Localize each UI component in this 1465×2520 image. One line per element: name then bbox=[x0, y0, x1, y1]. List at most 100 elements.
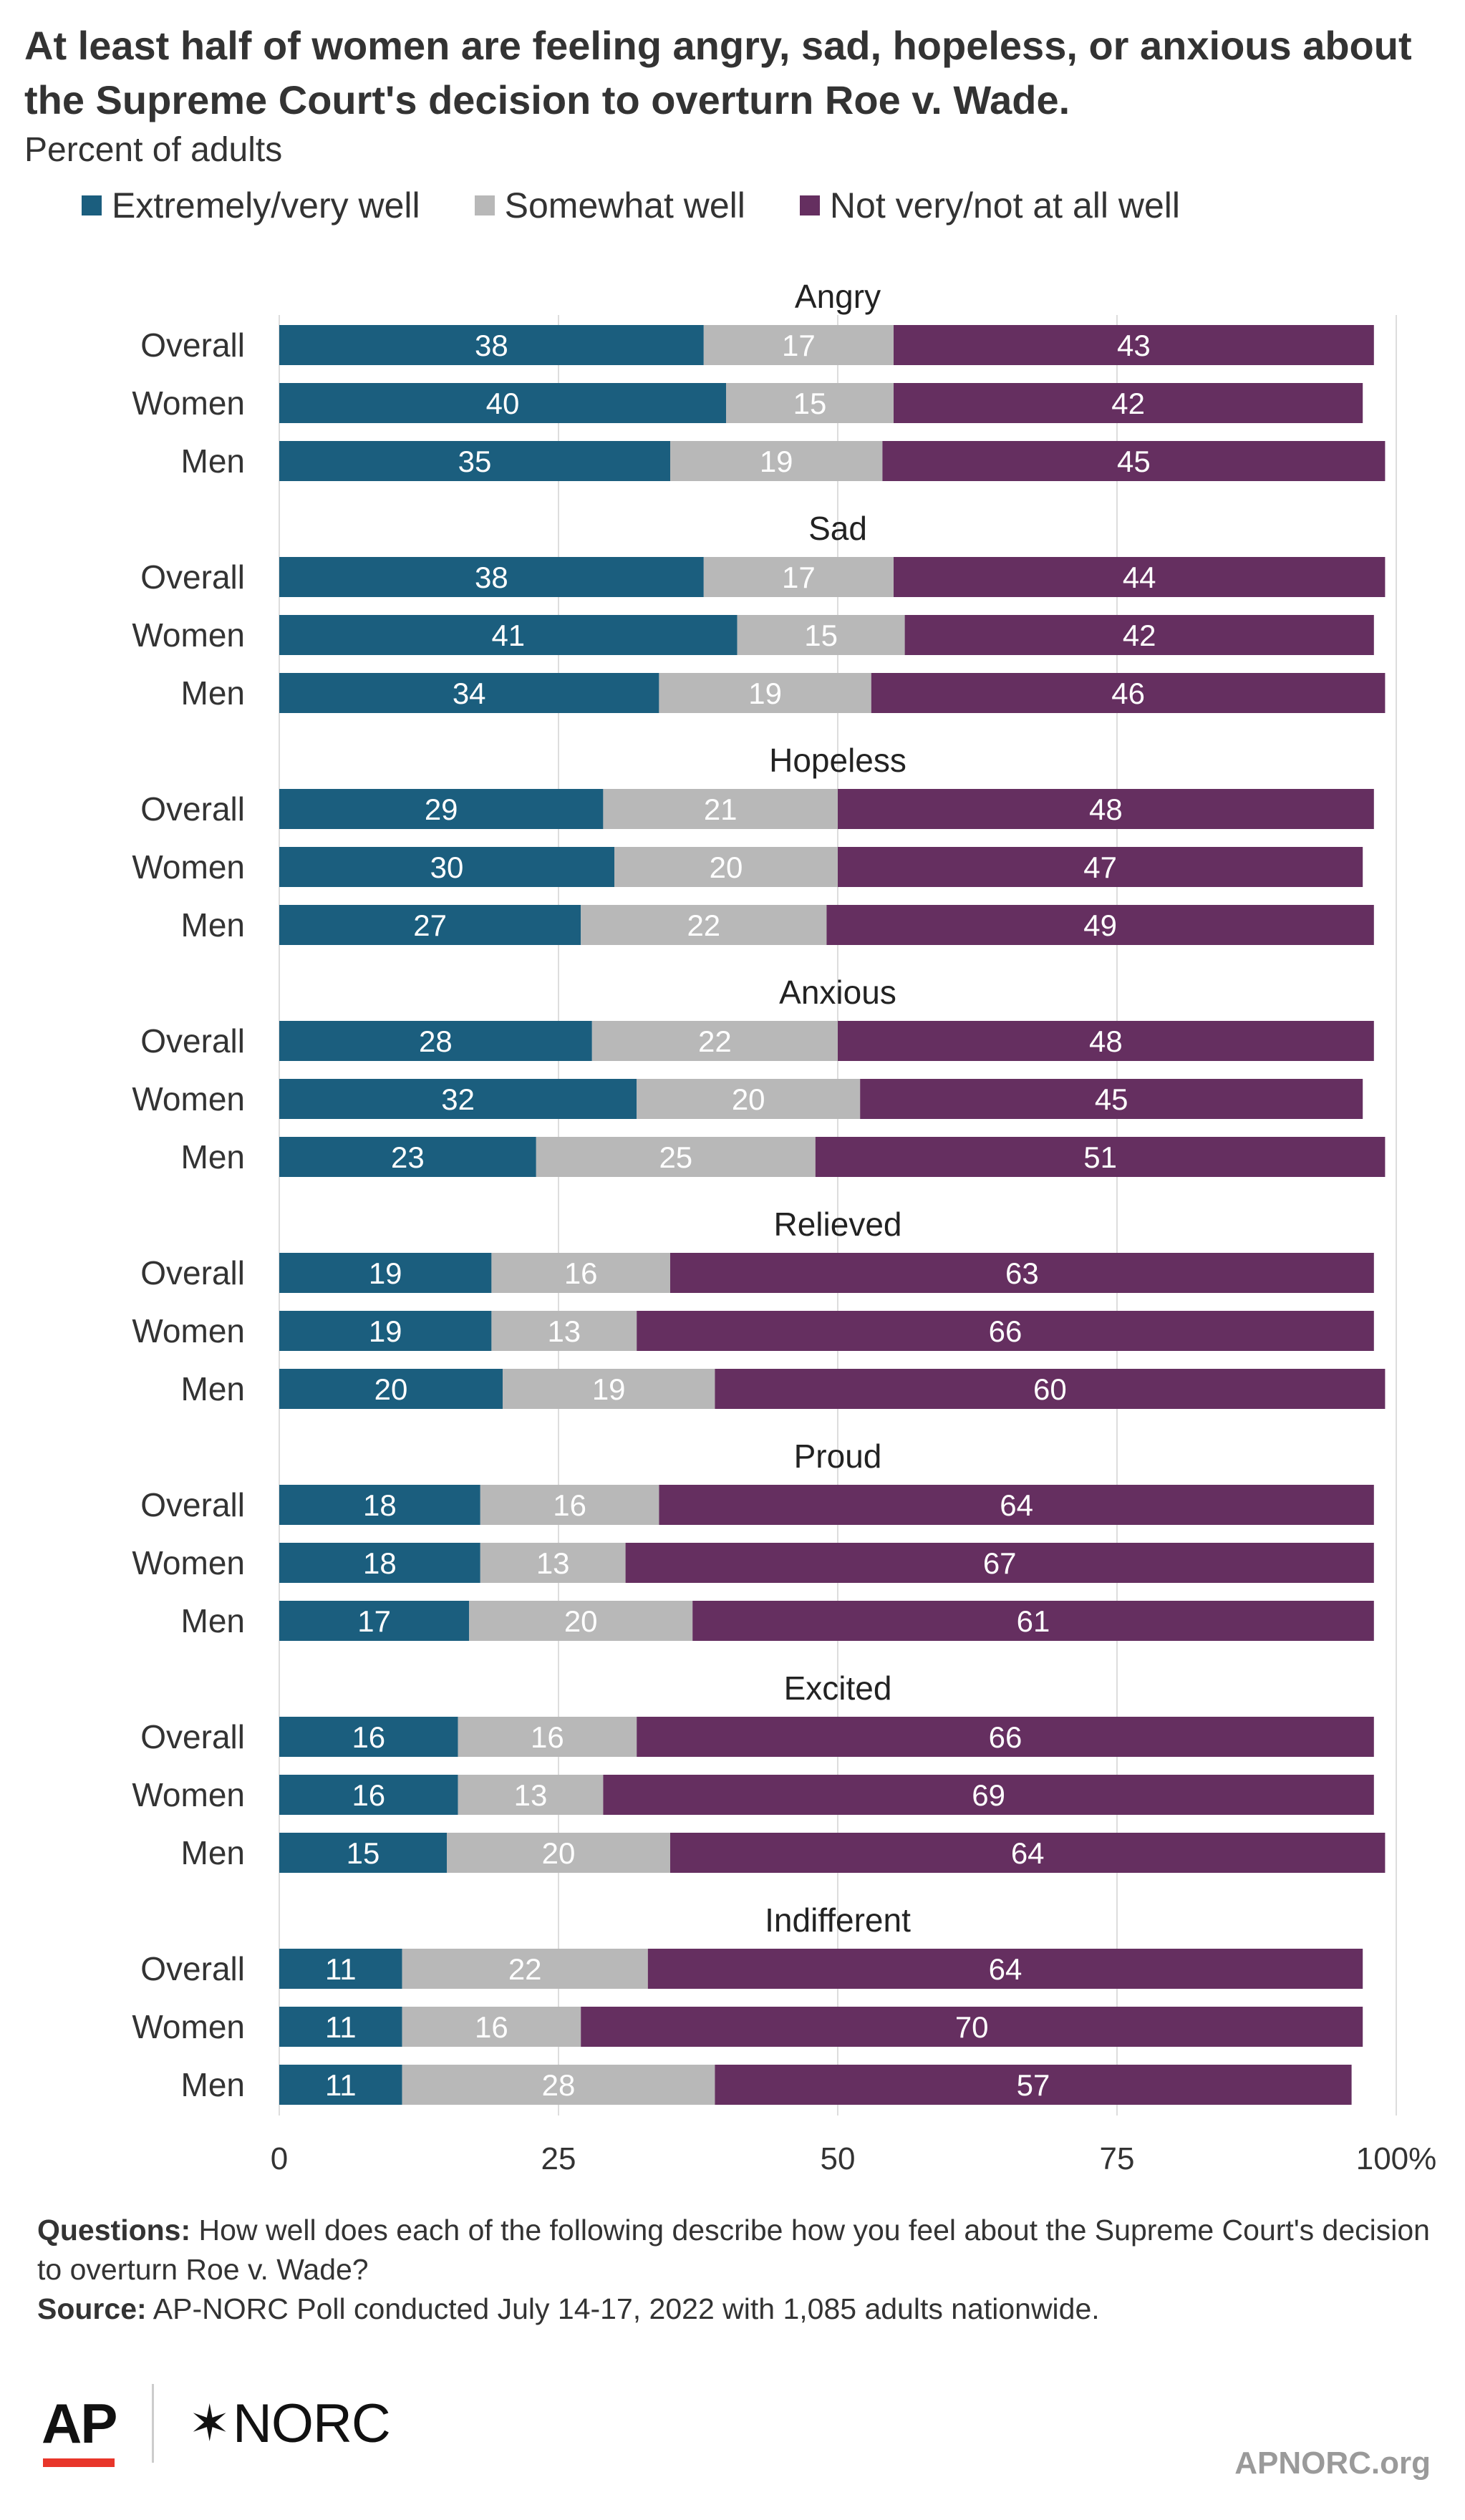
data-label: 16 bbox=[352, 1778, 385, 1812]
bar-segment-extremely bbox=[279, 2065, 402, 2105]
bar-segment-notvery bbox=[670, 1253, 1374, 1293]
bar-segment-extremely bbox=[279, 1137, 536, 1177]
data-label: 13 bbox=[536, 1546, 570, 1580]
data-label: 15 bbox=[347, 1836, 380, 1870]
data-label: 19 bbox=[369, 1314, 402, 1348]
bar-segment-extremely bbox=[279, 789, 604, 829]
bar-segment-extremely bbox=[279, 1079, 637, 1119]
data-label: 20 bbox=[542, 1836, 576, 1870]
data-label: 22 bbox=[508, 1952, 542, 1986]
bar-segment-extremely bbox=[279, 1543, 480, 1583]
data-label: 21 bbox=[704, 793, 738, 826]
bar-segment-somewhat bbox=[480, 1543, 626, 1583]
bar-segment-somewhat bbox=[603, 789, 838, 829]
data-label: 19 bbox=[369, 1256, 402, 1290]
row-label: Women bbox=[132, 1080, 245, 1118]
row-label: Men bbox=[181, 1602, 245, 1639]
bar-segment-somewhat bbox=[659, 673, 871, 713]
bar-segment-somewhat bbox=[491, 1253, 670, 1293]
row-label: Overall bbox=[140, 1950, 245, 1987]
data-label: 69 bbox=[972, 1778, 1005, 1812]
row-label: Women bbox=[132, 616, 245, 654]
logo-divider bbox=[152, 2384, 155, 2463]
data-label: 57 bbox=[1017, 2068, 1050, 2102]
data-label: 28 bbox=[419, 1024, 453, 1058]
data-label: 45 bbox=[1117, 445, 1151, 478]
data-label: 51 bbox=[1083, 1140, 1117, 1174]
row-label: Women bbox=[132, 1776, 245, 1813]
data-label: 60 bbox=[1033, 1372, 1067, 1406]
bar-segment-somewhat bbox=[637, 1079, 861, 1119]
bar-segment-somewhat bbox=[591, 1021, 838, 1061]
bar-segment-somewhat bbox=[402, 1949, 648, 1989]
group-label: Sad bbox=[808, 510, 867, 547]
data-label: 30 bbox=[430, 850, 464, 884]
row-label: Men bbox=[181, 674, 245, 712]
data-label: 40 bbox=[486, 387, 520, 420]
data-label: 38 bbox=[475, 329, 508, 362]
data-label: 64 bbox=[989, 1952, 1022, 1986]
legend-item-extremely: Extremely/very well bbox=[82, 185, 420, 226]
bar-segment-somewhat bbox=[503, 1369, 715, 1409]
data-label: 18 bbox=[363, 1546, 397, 1580]
legend-item-notvery: Not very/not at all well bbox=[799, 185, 1180, 226]
legend-label-somewhat: Somewhat well bbox=[504, 185, 745, 226]
bar-segment-somewhat bbox=[726, 383, 894, 423]
data-label: 42 bbox=[1111, 387, 1145, 420]
bar-segment-somewhat bbox=[469, 1601, 693, 1641]
bar-segment-extremely bbox=[279, 325, 704, 365]
data-label: 16 bbox=[553, 1488, 586, 1522]
data-label: 18 bbox=[363, 1488, 397, 1522]
data-label: 20 bbox=[374, 1372, 408, 1406]
legend-swatch-notvery bbox=[799, 195, 820, 215]
data-label: 43 bbox=[1117, 329, 1151, 362]
bar-segment-extremely bbox=[279, 441, 670, 481]
bar-segment-somewhat bbox=[480, 1485, 659, 1525]
row-label: Men bbox=[181, 442, 245, 480]
bar-segment-somewhat bbox=[402, 2007, 581, 2047]
norc-logo-text: NORC bbox=[233, 2393, 391, 2454]
chart-subtitle: Percent of adults bbox=[24, 131, 283, 169]
row-label: Overall bbox=[140, 1486, 245, 1523]
data-label: 11 bbox=[325, 2010, 357, 2044]
source-text: AP-NORC Poll conducted July 14-17, 2022 … bbox=[153, 2292, 1100, 2325]
data-label: 17 bbox=[357, 1604, 391, 1638]
bar-segment-notvery bbox=[625, 1543, 1374, 1583]
bar-segment-extremely bbox=[279, 1369, 503, 1409]
data-label: 64 bbox=[1000, 1488, 1033, 1522]
bar-segment-notvery bbox=[882, 441, 1386, 481]
data-label: 16 bbox=[475, 2010, 508, 2044]
bar-segment-extremely bbox=[279, 1311, 492, 1351]
bar-segment-notvery bbox=[659, 1485, 1374, 1525]
legend: Extremely/very well Somewhat well Not ve… bbox=[82, 185, 1234, 226]
row-label: Overall bbox=[140, 1718, 245, 1755]
data-label: 19 bbox=[748, 677, 782, 710]
data-label: 63 bbox=[1005, 1256, 1039, 1290]
row-label: Men bbox=[181, 2066, 245, 2103]
group-label: Excited bbox=[784, 1670, 892, 1707]
data-label: 16 bbox=[531, 1720, 564, 1754]
data-label: 44 bbox=[1123, 561, 1156, 594]
data-label: 47 bbox=[1083, 850, 1117, 884]
data-label: 22 bbox=[698, 1024, 732, 1058]
bar-segment-notvery bbox=[815, 1137, 1386, 1177]
data-label: 29 bbox=[425, 793, 458, 826]
bar-segment-extremely bbox=[279, 615, 738, 655]
data-label: 19 bbox=[760, 445, 793, 478]
data-label: 16 bbox=[564, 1256, 598, 1290]
data-label: 27 bbox=[413, 908, 447, 942]
bar-segment-extremely bbox=[279, 383, 726, 423]
bar-segment-notvery bbox=[894, 557, 1386, 597]
data-label: 48 bbox=[1089, 793, 1123, 826]
bar-segment-notvery bbox=[715, 2065, 1352, 2105]
row-label: Overall bbox=[140, 1022, 245, 1060]
group-label: Anxious bbox=[779, 974, 896, 1011]
legend-label-extremely: Extremely/very well bbox=[112, 185, 420, 226]
data-label: 16 bbox=[352, 1720, 385, 1754]
data-label: 64 bbox=[1011, 1836, 1045, 1870]
bar-segment-extremely bbox=[279, 1021, 592, 1061]
bar-segment-extremely bbox=[279, 847, 614, 887]
data-label: 13 bbox=[514, 1778, 548, 1812]
data-label: 19 bbox=[592, 1372, 626, 1406]
bar-segment-notvery bbox=[637, 1717, 1374, 1757]
